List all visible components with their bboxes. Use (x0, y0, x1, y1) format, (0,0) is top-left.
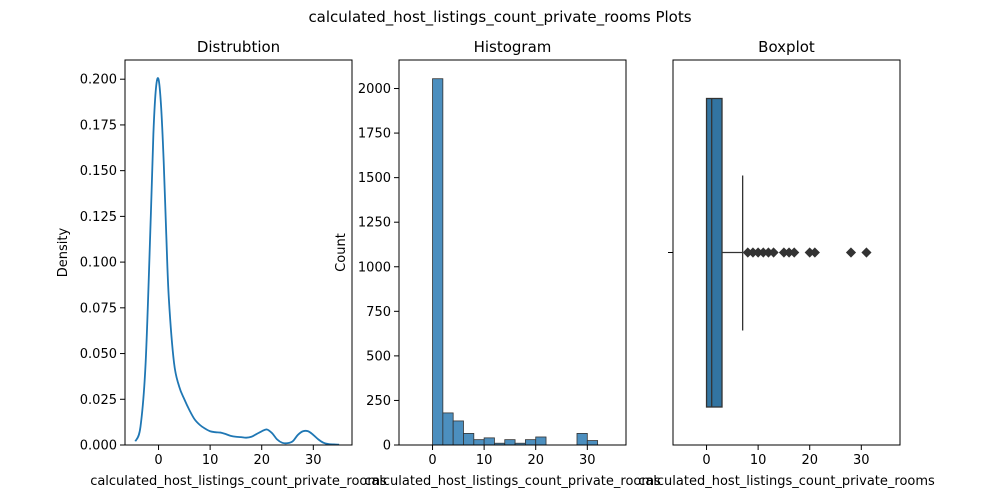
distribution-ytick-label: 0.200 (80, 73, 117, 88)
boxplot-outlier (789, 247, 800, 258)
histogram-ytick-label: 1750 (358, 127, 391, 142)
histogram-ytick-label: 250 (366, 394, 391, 409)
histogram-bar (586, 440, 599, 446)
distribution-ytick-label: 0.075 (80, 301, 117, 316)
histogram-xtick-label: 20 (527, 453, 544, 468)
histogram-ytick-label: 1500 (358, 171, 391, 186)
distribution-ytick-label: 0.025 (80, 393, 117, 408)
histogram-bar (452, 420, 464, 446)
histogram-axes-frame (398, 59, 627, 446)
histogram-ytick-label: 500 (366, 349, 391, 364)
boxplot-xtick-label: 10 (750, 453, 767, 468)
histogram-xtick-label: 30 (579, 453, 596, 468)
distribution-ytick-label: 0.100 (80, 256, 117, 271)
distribution-axes-frame (124, 59, 353, 446)
histogram-panel: Histogram 0 10 20 30 0 250 500 750 1000 1250 1500 1… (334, 38, 661, 489)
boxplot-outlier (768, 247, 779, 258)
distribution-xtick-label: 10 (202, 453, 219, 468)
boxplot-xlabel: calculated_host_listings_count_private_r… (638, 474, 935, 489)
histogram-xlabel: calculated_host_listings_count_private_r… (364, 474, 661, 489)
histogram-bar (576, 433, 588, 446)
histogram-ytick-label: 1000 (358, 260, 391, 275)
histogram-title: Histogram (474, 38, 552, 56)
distribution-xtick-label: 30 (305, 453, 322, 468)
histogram-bar (483, 437, 495, 446)
distribution-ylabel: Density (56, 227, 71, 277)
distribution-panel: Distrubtion 0 10 20 30 0.000 0.025 0.050 0.075 0… (56, 38, 387, 489)
distribution-ytick-label: 0.175 (80, 118, 117, 133)
distribution-ytick-label: 0.000 (80, 439, 117, 454)
distribution-ytick-label: 0.150 (80, 164, 117, 179)
histogram-bar (432, 78, 444, 446)
boxplot-panel: Boxplot 0 10 20 30 calculated_host_listings… (638, 38, 935, 489)
boxplot-box (705, 97, 723, 408)
histogram-ytick-label: 1250 (358, 216, 391, 231)
distribution-xlabel: calculated_host_listings_count_private_r… (90, 474, 387, 489)
distribution-ytick-label: 0.125 (80, 210, 117, 225)
figure-title: calculated_host_listings_count_private_r… (308, 8, 691, 27)
boxplot-outlier (861, 247, 872, 258)
histogram-bar (504, 439, 516, 446)
histogram-xtick-label: 0 (428, 453, 436, 468)
boxplot-xtick-label: 20 (801, 453, 818, 468)
distribution-xtick-label: 20 (253, 453, 270, 468)
boxplot-xtick-label: 0 (702, 453, 710, 468)
histogram-bar (473, 439, 485, 446)
boxplot-xtick-label: 30 (853, 453, 870, 468)
histogram-xtick-label: 10 (476, 453, 493, 468)
histogram-ylabel: Count (334, 233, 349, 272)
histogram-bar (524, 439, 537, 446)
histogram-ytick-label: 750 (366, 305, 391, 320)
histogram-ytick-label: 2000 (358, 82, 391, 97)
histogram-ytick-label: 0 (383, 439, 391, 454)
distribution-ytick-label: 0.050 (80, 347, 117, 362)
boxplot-title: Boxplot (758, 38, 815, 56)
distribution-xtick-label: 0 (154, 453, 162, 468)
histogram-bar (463, 433, 475, 446)
distribution-title: Distrubtion (197, 38, 280, 56)
histogram-bar (535, 436, 547, 446)
histogram-bar (442, 412, 454, 446)
kde-line (134, 77, 340, 446)
boxplot-outlier (845, 247, 857, 258)
boxplot-outlier (809, 247, 820, 258)
boxplot-axes-frame (672, 59, 901, 446)
